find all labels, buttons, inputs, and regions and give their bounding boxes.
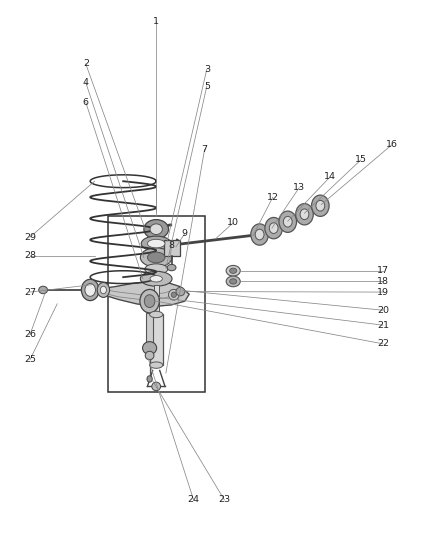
Ellipse shape xyxy=(167,264,176,271)
Ellipse shape xyxy=(39,286,48,294)
Text: 20: 20 xyxy=(377,306,389,314)
Text: 6: 6 xyxy=(83,98,89,107)
Ellipse shape xyxy=(140,271,172,286)
Text: 25: 25 xyxy=(24,356,36,364)
Text: 10: 10 xyxy=(227,219,239,227)
Text: 9: 9 xyxy=(182,229,188,238)
Ellipse shape xyxy=(230,279,237,284)
Text: 15: 15 xyxy=(355,156,367,164)
Ellipse shape xyxy=(171,292,176,297)
Ellipse shape xyxy=(147,376,152,382)
Ellipse shape xyxy=(226,265,240,276)
Ellipse shape xyxy=(269,223,278,233)
Polygon shape xyxy=(86,281,189,306)
Ellipse shape xyxy=(147,239,165,248)
Text: 21: 21 xyxy=(377,321,389,329)
Ellipse shape xyxy=(143,342,157,354)
Text: 26: 26 xyxy=(24,330,36,339)
Ellipse shape xyxy=(150,362,163,368)
Ellipse shape xyxy=(147,252,165,263)
FancyBboxPatch shape xyxy=(164,240,180,256)
Text: 2: 2 xyxy=(83,60,89,68)
Text: 29: 29 xyxy=(24,233,36,241)
Ellipse shape xyxy=(81,279,99,301)
Text: 5: 5 xyxy=(204,82,210,91)
Ellipse shape xyxy=(145,264,168,274)
Ellipse shape xyxy=(150,276,162,282)
FancyBboxPatch shape xyxy=(150,314,163,365)
Ellipse shape xyxy=(150,224,162,235)
Text: 19: 19 xyxy=(377,288,389,296)
Ellipse shape xyxy=(255,229,264,240)
Text: 17: 17 xyxy=(377,266,389,275)
Text: 18: 18 xyxy=(377,277,389,286)
Ellipse shape xyxy=(150,311,163,318)
Ellipse shape xyxy=(279,211,297,232)
Ellipse shape xyxy=(169,289,179,300)
Ellipse shape xyxy=(316,200,325,211)
Ellipse shape xyxy=(296,204,313,225)
Text: 28: 28 xyxy=(24,252,36,260)
Text: 16: 16 xyxy=(385,141,398,149)
Text: 12: 12 xyxy=(267,193,279,201)
Text: 22: 22 xyxy=(377,340,389,348)
Ellipse shape xyxy=(283,216,292,227)
Ellipse shape xyxy=(140,289,159,313)
FancyBboxPatch shape xyxy=(154,285,159,314)
Ellipse shape xyxy=(226,276,240,287)
Ellipse shape xyxy=(145,351,154,360)
Ellipse shape xyxy=(100,286,106,294)
Text: 4: 4 xyxy=(83,78,89,87)
Ellipse shape xyxy=(85,284,95,296)
Text: 23: 23 xyxy=(218,496,231,504)
Text: 7: 7 xyxy=(202,145,208,154)
Ellipse shape xyxy=(176,287,185,296)
Ellipse shape xyxy=(300,209,309,220)
Text: 13: 13 xyxy=(293,183,305,192)
Ellipse shape xyxy=(144,220,169,239)
Ellipse shape xyxy=(144,295,155,308)
Text: 1: 1 xyxy=(153,17,159,26)
Text: 27: 27 xyxy=(24,288,36,296)
Ellipse shape xyxy=(140,248,172,267)
Text: 3: 3 xyxy=(204,65,210,74)
Ellipse shape xyxy=(312,195,329,216)
Text: 8: 8 xyxy=(169,241,175,249)
Ellipse shape xyxy=(251,224,268,245)
Ellipse shape xyxy=(152,382,161,391)
FancyBboxPatch shape xyxy=(146,313,153,348)
Ellipse shape xyxy=(230,268,237,273)
Ellipse shape xyxy=(97,282,110,297)
Text: 14: 14 xyxy=(324,173,336,181)
Ellipse shape xyxy=(265,217,282,239)
Text: 24: 24 xyxy=(187,496,200,504)
Ellipse shape xyxy=(141,236,171,251)
